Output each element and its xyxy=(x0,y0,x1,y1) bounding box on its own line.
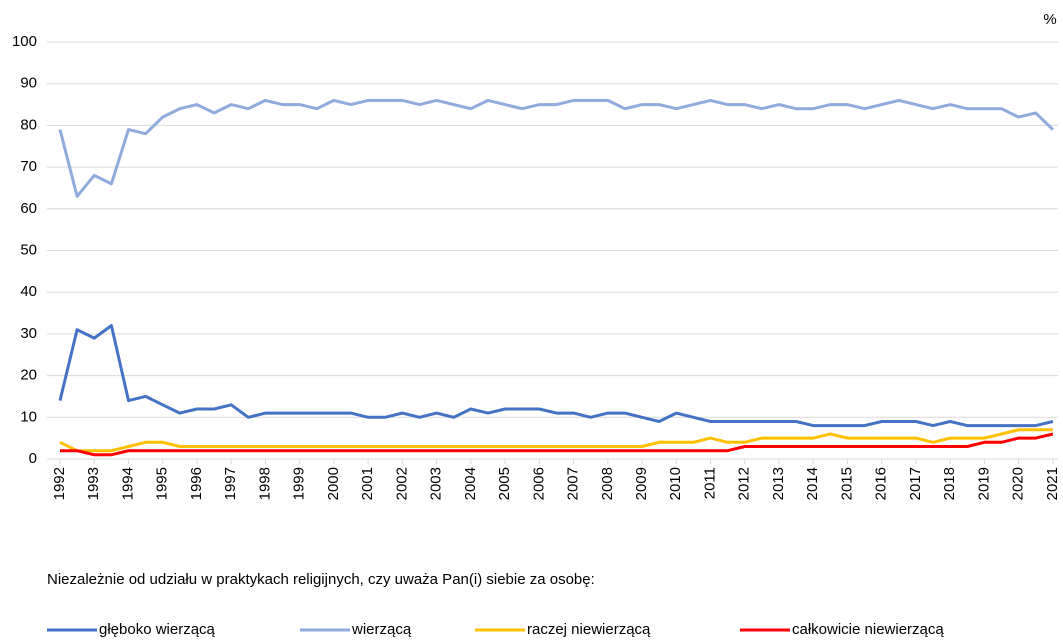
y-tick-label: 60 xyxy=(20,200,37,217)
y-tick-label: 90 xyxy=(20,75,37,92)
legend-label: całkowicie niewierzącą xyxy=(792,621,944,638)
y-tick-label: 0 xyxy=(29,450,37,467)
x-tick-label: 2016 xyxy=(873,467,890,500)
x-tick-label: 1996 xyxy=(188,467,205,500)
note: Niezależnie od udziału w praktykach reli… xyxy=(47,571,595,588)
x-tick-label: 2005 xyxy=(496,467,513,500)
y-tick-label: 30 xyxy=(20,325,37,342)
x-tick-label: 2001 xyxy=(359,467,376,500)
y-tick-label: 80 xyxy=(20,116,37,133)
legend-label: raczej niewierzącą xyxy=(527,621,651,638)
x-tick-label: 2021 xyxy=(1044,467,1061,500)
y-tick-label: 50 xyxy=(20,241,37,258)
x-tick-label: 1994 xyxy=(119,467,136,500)
x-tick-label: 2009 xyxy=(633,467,650,500)
x-tick-label: 2006 xyxy=(530,467,547,500)
x-tick-label: 1995 xyxy=(154,467,171,500)
y-tick-label: 100 xyxy=(12,33,37,50)
x-tick-label: 1992 xyxy=(51,467,68,500)
unit-label: % xyxy=(1043,11,1056,28)
y-tick-label: 20 xyxy=(20,367,37,384)
x-tick-label: 2004 xyxy=(462,467,479,500)
x-tick-label: 1997 xyxy=(222,467,239,500)
y-tick-label: 70 xyxy=(20,158,37,175)
legend-label: głęboko wierzącą xyxy=(99,621,216,638)
y-tick-label: 10 xyxy=(20,408,37,425)
legend-label: wierzącą xyxy=(351,621,412,638)
x-tick-label: 2010 xyxy=(667,467,684,500)
x-tick-label: 2003 xyxy=(428,467,445,500)
y-tick-label: 40 xyxy=(20,283,37,300)
x-tick-label: 2012 xyxy=(736,467,753,500)
x-tick-label: 2002 xyxy=(393,467,410,500)
x-tick-label: 2020 xyxy=(1010,467,1027,500)
x-tick-label: 2011 xyxy=(701,467,718,499)
x-tick-label: 2015 xyxy=(838,467,855,500)
series-line xyxy=(60,432,1054,457)
series-line xyxy=(59,428,1053,453)
x-tick-label: 2000 xyxy=(325,467,342,500)
x-tick-label: 2014 xyxy=(804,467,821,500)
x-tick-label: 2017 xyxy=(907,467,924,500)
x-tick-label: 2007 xyxy=(565,467,582,500)
x-tick-label: 2013 xyxy=(770,467,787,500)
x-tick-label: 2019 xyxy=(975,467,992,500)
x-tick-label: 2008 xyxy=(599,467,616,500)
series-line xyxy=(58,324,1054,428)
x-tick-label: 1999 xyxy=(291,467,308,500)
x-tick-label: 1993 xyxy=(85,467,102,500)
x-tick-label: 1998 xyxy=(256,467,273,500)
series-line xyxy=(58,98,1054,198)
x-tick-label: 2018 xyxy=(941,467,958,500)
